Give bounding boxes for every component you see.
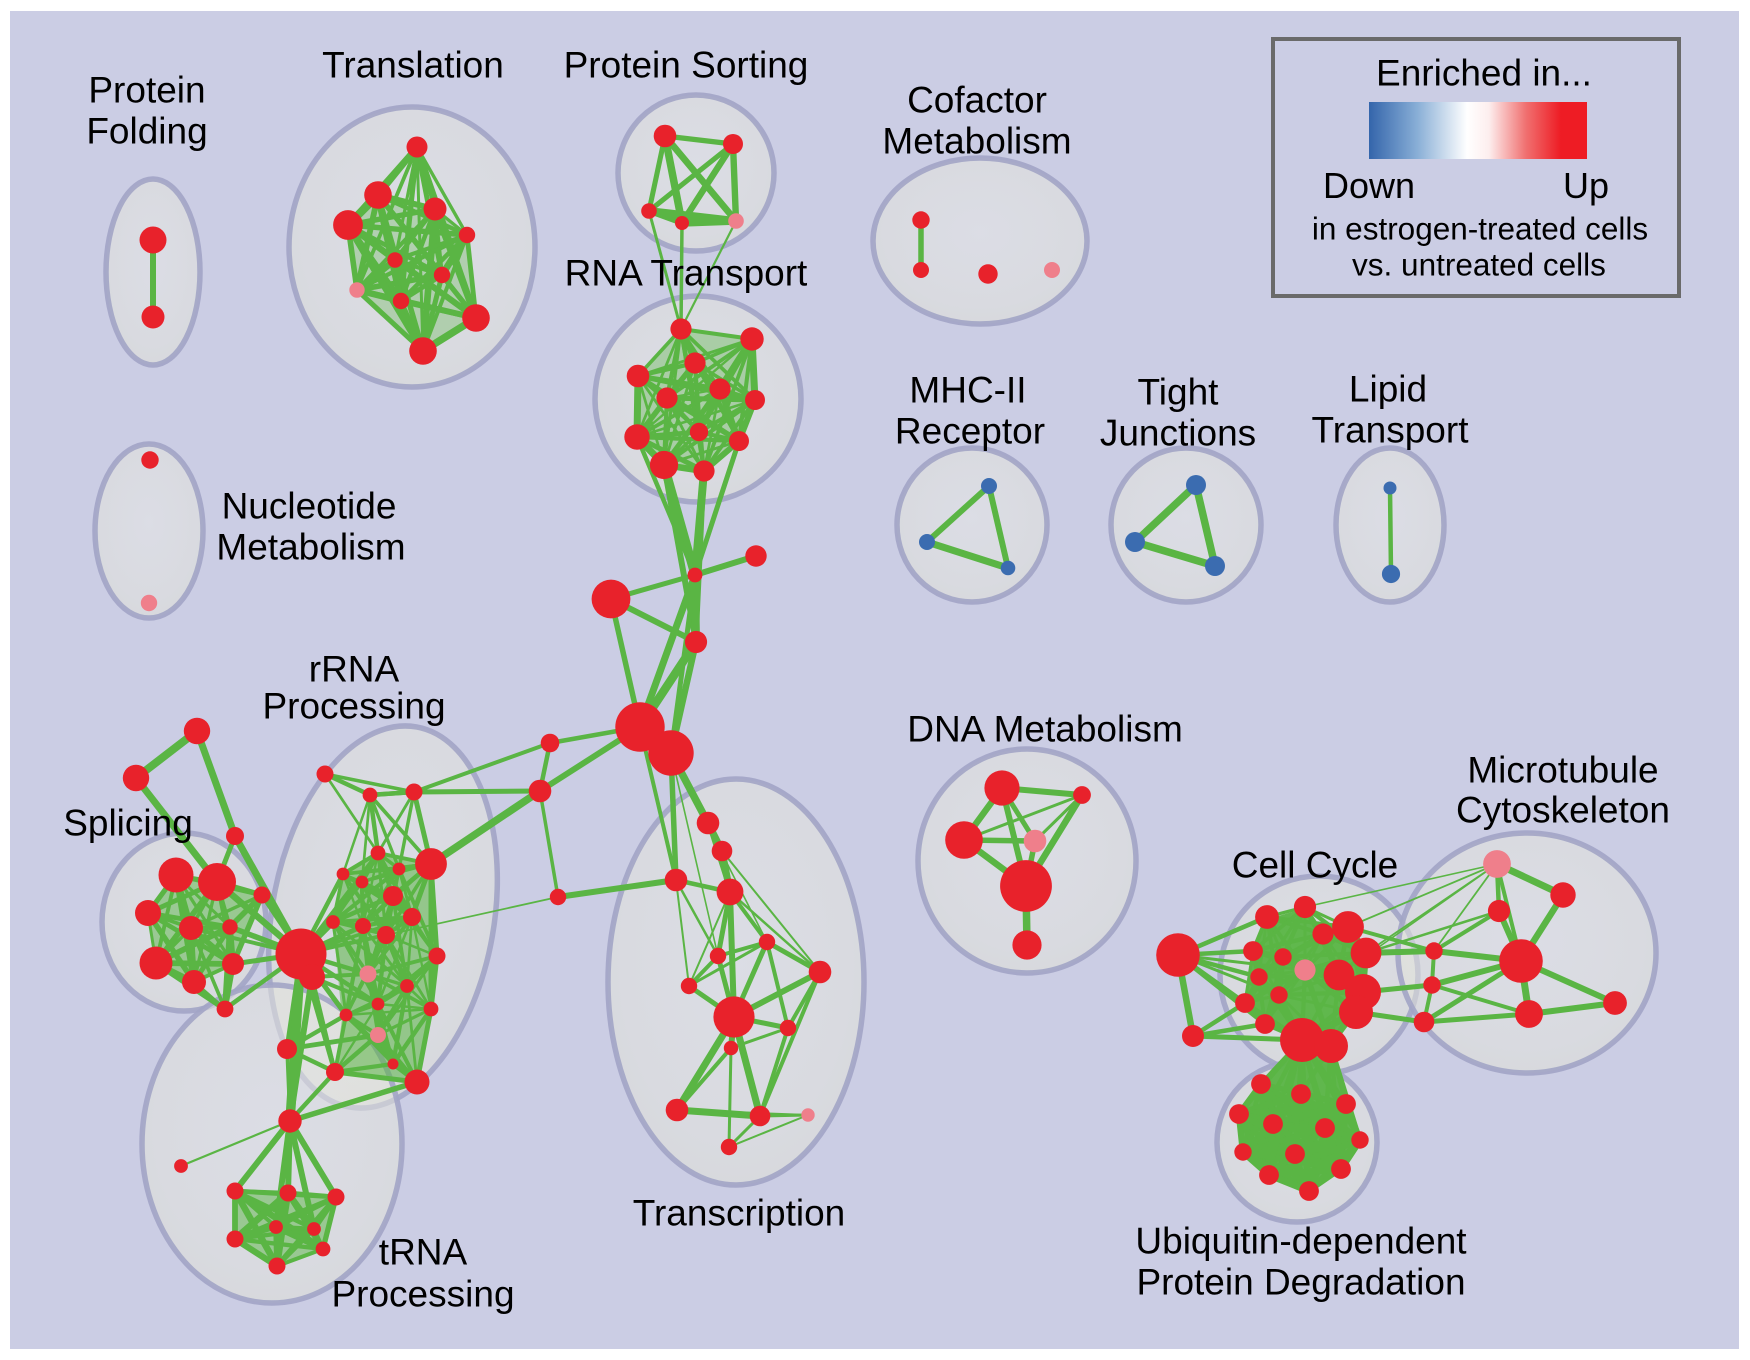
svg-text:Processing: Processing — [262, 685, 445, 726]
svg-text:Nucleotide: Nucleotide — [222, 485, 397, 526]
svg-text:Translation: Translation — [322, 44, 504, 85]
svg-text:DNA Metabolism: DNA Metabolism — [907, 708, 1183, 749]
svg-text:RNA Transport: RNA Transport — [565, 252, 808, 293]
svg-text:Cytoskeleton: Cytoskeleton — [1456, 789, 1670, 830]
svg-text:Up: Up — [1563, 165, 1609, 206]
svg-text:Protein: Protein — [88, 69, 205, 110]
svg-text:Junctions: Junctions — [1100, 412, 1256, 453]
svg-text:Folding: Folding — [86, 110, 207, 151]
svg-text:rRNA: rRNA — [309, 648, 400, 689]
svg-text:Metabolism: Metabolism — [216, 526, 405, 567]
svg-text:Cofactor: Cofactor — [907, 79, 1047, 120]
svg-text:Processing: Processing — [331, 1273, 514, 1314]
svg-text:Down: Down — [1323, 165, 1415, 206]
svg-text:Tight: Tight — [1138, 371, 1220, 412]
svg-text:Receptor: Receptor — [895, 410, 1045, 451]
svg-text:Microtubule: Microtubule — [1467, 749, 1658, 790]
svg-text:in estrogen-treated cells: in estrogen-treated cells — [1312, 210, 1648, 246]
svg-text:Transcription: Transcription — [633, 1192, 845, 1233]
svg-text:vs. untreated cells: vs. untreated cells — [1352, 246, 1606, 282]
svg-text:Cell Cycle: Cell Cycle — [1232, 844, 1399, 885]
svg-text:Transport: Transport — [1312, 409, 1470, 450]
svg-text:Ubiquitin-dependent: Ubiquitin-dependent — [1135, 1220, 1467, 1261]
svg-text:Protein Degradation: Protein Degradation — [1136, 1261, 1465, 1302]
svg-text:Protein Sorting: Protein Sorting — [564, 44, 809, 85]
svg-text:Splicing: Splicing — [63, 802, 193, 843]
svg-text:Enriched in...: Enriched in... — [1376, 52, 1592, 93]
svg-text:Lipid: Lipid — [1349, 368, 1427, 409]
svg-text:tRNA: tRNA — [379, 1231, 468, 1272]
svg-text:MHC-II: MHC-II — [909, 369, 1026, 410]
svg-text:Metabolism: Metabolism — [882, 120, 1071, 161]
